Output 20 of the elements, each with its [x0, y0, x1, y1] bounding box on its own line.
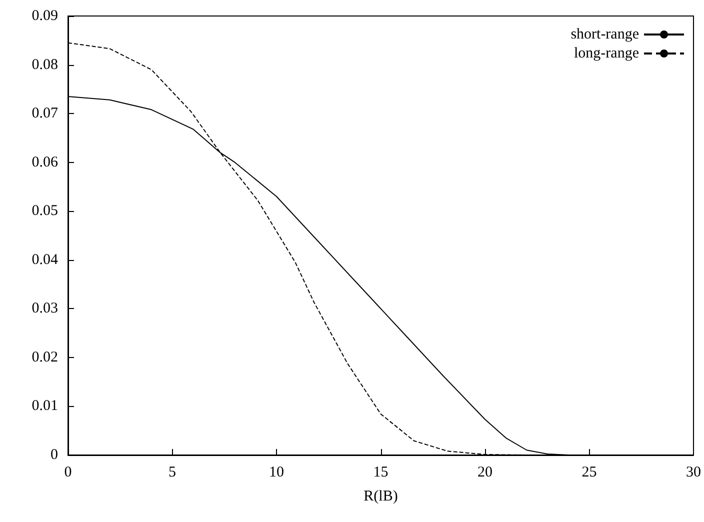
y-tick-label: 0.09: [32, 8, 58, 24]
y-tick-label: 0.06: [32, 154, 58, 170]
y-tick-label: 0.07: [32, 106, 58, 122]
x-tick-label: 0: [64, 464, 72, 480]
x-tick-label: 10: [269, 464, 284, 480]
x-tick-label: 20: [478, 464, 492, 480]
y-tick-label: 0.05: [32, 203, 58, 220]
x-tick-label: 25: [582, 464, 597, 480]
legend-label: short-range: [570, 26, 640, 42]
y-tick-label: 0.01: [32, 398, 58, 414]
legend-label: long-range: [574, 46, 640, 62]
y-tick-label: 0.04: [32, 252, 58, 268]
y-tick-label: 0.08: [32, 56, 58, 73]
x-axis-title: R(lB): [364, 488, 398, 504]
y-tick-label: 0: [50, 447, 58, 463]
y-tick-label: 0.02: [32, 349, 58, 366]
x-tick-label: 30: [686, 464, 701, 480]
x-tick-label: 15: [373, 464, 388, 480]
y-tick-label: 0.03: [32, 300, 58, 317]
x-tick-label: 5: [168, 464, 176, 480]
